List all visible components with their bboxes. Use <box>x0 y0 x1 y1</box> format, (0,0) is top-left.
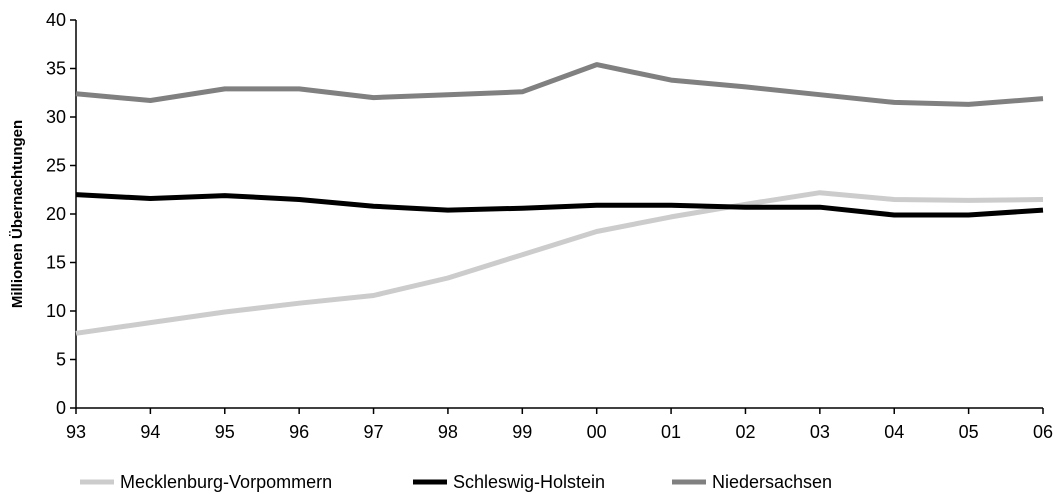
legend-label: Niedersachsen <box>712 472 832 492</box>
y-tick-label: 40 <box>46 10 66 30</box>
legend-label: Schleswig-Holstein <box>453 472 605 492</box>
legend-label: Mecklenburg-Vorpommern <box>120 472 332 492</box>
x-tick-label: 00 <box>587 422 607 442</box>
x-tick-label: 94 <box>140 422 160 442</box>
chart-legend: Mecklenburg-Vorpommern Schleswig-Holstein… <box>80 472 832 492</box>
series-line-0 <box>75 190 1044 336</box>
chart-series <box>75 62 1044 336</box>
y-tick-label: 20 <box>46 204 66 224</box>
series-line-2 <box>75 62 1044 107</box>
x-tick-label: 05 <box>959 422 979 442</box>
x-tick-label: 06 <box>1033 422 1053 442</box>
x-tick-label: 93 <box>66 422 86 442</box>
y-tick-label: 30 <box>46 107 66 127</box>
x-tick-label: 99 <box>512 422 532 442</box>
x-tick-label: 02 <box>735 422 755 442</box>
y-tick-label: 5 <box>56 350 66 370</box>
x-tick-label: 96 <box>289 422 309 442</box>
x-tick-label: 98 <box>438 422 458 442</box>
x-tick-label: 03 <box>810 422 830 442</box>
y-tick-label: 35 <box>46 59 66 79</box>
y-tick-label: 15 <box>46 253 66 273</box>
x-tick-label: 95 <box>215 422 235 442</box>
x-tick-label: 01 <box>661 422 681 442</box>
x-tick-label: 97 <box>364 422 384 442</box>
series-line-1 <box>75 192 1044 218</box>
y-tick-label: 25 <box>46 156 66 176</box>
y-axis-label: Millionen Übernachtungen <box>9 120 26 308</box>
x-tick-label: 04 <box>884 422 904 442</box>
y-tick-label: 0 <box>56 398 66 418</box>
y-tick-label: 10 <box>46 301 66 321</box>
